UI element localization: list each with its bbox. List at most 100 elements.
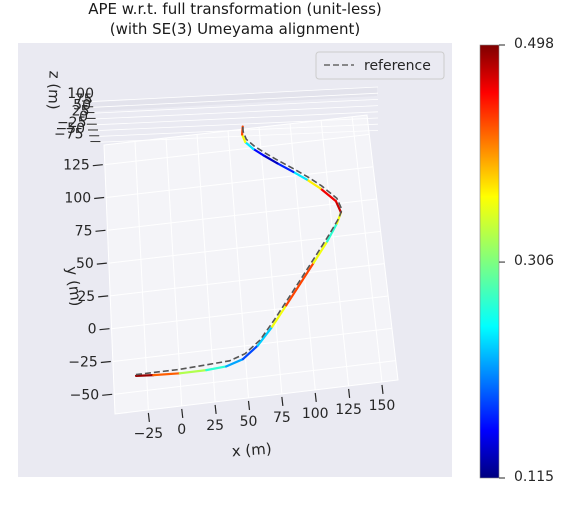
y-tick-label: 25 <box>77 289 95 305</box>
estimate-segment <box>292 170 308 181</box>
y-tick-label: 50 <box>76 256 94 272</box>
y-tick-label: −50 <box>70 387 100 403</box>
trajectories <box>134 125 343 377</box>
estimate-segment <box>305 178 322 190</box>
x-grid-line <box>165 137 183 407</box>
z-tick-label: −25 <box>57 115 87 131</box>
y-tick-label: 0 <box>88 322 97 338</box>
y-tick-mark <box>102 393 113 396</box>
x-tick-label: 125 <box>335 402 362 418</box>
x-tick-label: 0 <box>177 422 186 438</box>
z-tick-label: 75 <box>75 92 93 108</box>
tick-labels: −25 0 25 50 75 100 125 150−50−25025507510012510… <box>54 86 395 442</box>
z-grid-line <box>87 117 379 132</box>
x-tick-mark <box>381 384 384 394</box>
x-grid-line <box>134 141 149 411</box>
estimate-segment <box>205 365 228 372</box>
y-grid-line <box>106 166 374 198</box>
y-tick-mark <box>100 360 111 364</box>
colorbar-ticks <box>499 44 505 479</box>
z-grid-line <box>81 86 379 103</box>
x-grid-line <box>289 123 316 390</box>
x-tick-label: 75 <box>273 410 291 426</box>
x-tick-label: 50 <box>240 414 258 430</box>
estimate-segment <box>224 358 244 368</box>
y-tick-mark <box>92 164 103 167</box>
z-tick-label: 25 <box>72 103 90 119</box>
colorbar-tick-label: 0.115 <box>514 469 555 485</box>
x-tick-label: −25 <box>134 426 164 442</box>
estimate-segment <box>178 369 208 375</box>
estimate-segment <box>276 162 295 174</box>
z-tick-label: 100 <box>67 86 94 102</box>
z-grid-line <box>89 123 379 138</box>
y-tick-label: 125 <box>63 158 90 174</box>
estimate-segment <box>241 133 247 144</box>
legend-box <box>315 51 445 80</box>
x-tick-label: 150 <box>369 398 396 414</box>
y-grid-line <box>111 295 389 330</box>
chart-title-line2: (with SE(3) Umeyama alignment) <box>109 20 361 38</box>
estimate-segment <box>244 140 255 151</box>
z-grid-line <box>86 111 379 126</box>
colorbar <box>479 44 500 479</box>
x-tick-mark <box>147 412 150 423</box>
axis-ticks <box>82 100 384 423</box>
estimate-segment <box>334 200 343 214</box>
colorbar-tick-label: 0.498 <box>514 36 555 52</box>
y-tick-label: 100 <box>64 190 91 206</box>
legend-reference-label: reference <box>364 58 431 74</box>
reference-line <box>135 126 343 376</box>
x-tick-label: 100 <box>302 406 329 422</box>
x-tick-mark <box>181 408 184 419</box>
x-grid-line <box>196 134 216 403</box>
y-grid-line <box>110 263 385 297</box>
x-tick-label: 25 <box>206 418 224 434</box>
z-tick-label: 50 <box>73 98 91 114</box>
estimate-segment <box>152 372 181 377</box>
estimate-segment <box>256 325 274 347</box>
y-grid-line <box>108 230 381 264</box>
y-tick-mark <box>94 196 105 200</box>
estimate-segment <box>298 261 315 286</box>
y-tick-label: 75 <box>75 223 93 239</box>
z-tick-label: −50 <box>55 121 85 137</box>
estimate-segment <box>271 304 288 328</box>
z-grid-line <box>85 105 379 120</box>
y-tick-label: −25 <box>68 355 98 371</box>
x-tick-mark <box>214 404 217 415</box>
x-grid-line <box>258 127 283 394</box>
x-tick-mark <box>247 400 251 411</box>
back-pane <box>80 87 377 112</box>
legend: reference <box>315 51 445 80</box>
chart-title-line1: APE w.r.t. full transformation (unit-les… <box>88 0 382 18</box>
z-tick-label: 0 <box>79 109 88 125</box>
y-grid-line <box>107 198 377 231</box>
y-tick-mark <box>96 262 107 265</box>
colorbar-tick-label: 0.306 <box>514 253 555 270</box>
x-axis-label: x (m) <box>231 440 272 461</box>
z-grid-line <box>84 99 379 114</box>
y-grid-line <box>104 133 370 166</box>
z-axis-label: z (m) <box>44 70 63 110</box>
y-axis-label: y (m) <box>63 265 86 307</box>
x-tick-mark <box>348 388 351 399</box>
y-grid-line <box>112 327 393 363</box>
y-tick-mark <box>98 295 109 298</box>
estimate-segment <box>319 187 338 203</box>
estimate-segment <box>134 374 155 377</box>
y-tick-mark <box>95 229 106 232</box>
estimate-segment <box>285 282 302 307</box>
x-grid-line <box>351 116 383 382</box>
z-grid-line <box>83 92 379 109</box>
estimate-segment <box>262 154 279 165</box>
z-tick-label: −75 <box>54 127 84 143</box>
estimate-segment <box>326 222 339 243</box>
estimate-segment <box>241 344 259 361</box>
estimate-segment <box>312 240 329 264</box>
grid-lines <box>81 86 396 411</box>
x-grid-line <box>320 120 350 386</box>
z-grid-line <box>90 130 379 143</box>
x-tick-mark <box>314 392 317 403</box>
